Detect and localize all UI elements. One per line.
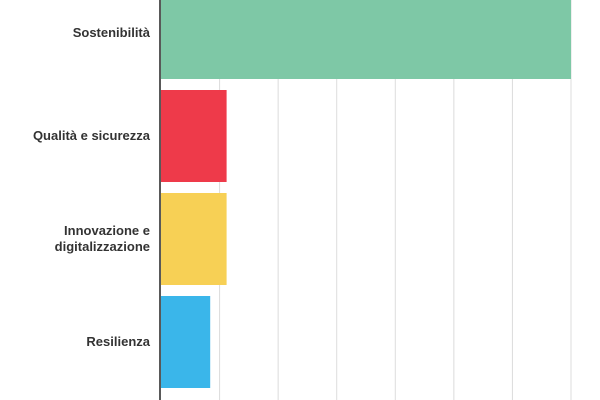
category-label: Sostenibilità bbox=[73, 25, 151, 40]
category-label: Qualità e sicurezza bbox=[33, 128, 151, 143]
category-labels: Sostenibilità Qualità e sicurezza Innovazi… bbox=[33, 25, 151, 349]
bar bbox=[161, 296, 211, 388]
bars bbox=[161, 0, 571, 388]
bar bbox=[161, 193, 227, 285]
category-label: Innovazione e digitalizzazione bbox=[55, 223, 150, 254]
bar bbox=[161, 90, 227, 182]
category-label: Resilienza bbox=[86, 334, 150, 349]
bar bbox=[161, 0, 571, 79]
